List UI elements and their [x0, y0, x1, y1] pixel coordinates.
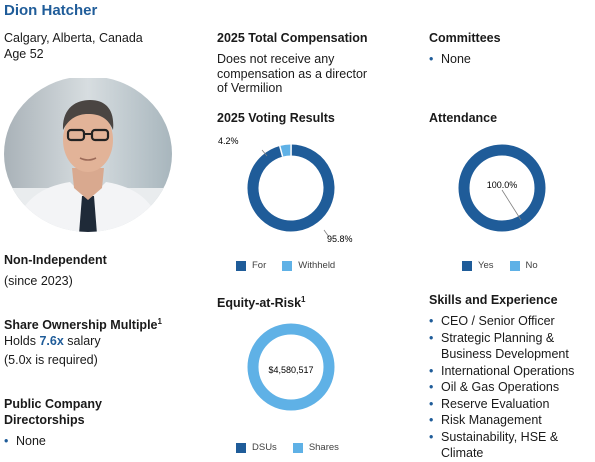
- legend-swatch-for: [236, 260, 246, 271]
- voting-donut: [247, 144, 335, 232]
- headshot-photo: [4, 78, 172, 234]
- list-item: Reserve Evaluation: [429, 396, 589, 413]
- voting-separator: [279, 145, 284, 157]
- voting-slice-withheld: [279, 144, 292, 157]
- equity-label-value: $4,580,517: [268, 365, 313, 375]
- legend-label-dsus: DSUs: [252, 442, 277, 453]
- voting-legend: For Withheld: [236, 260, 335, 271]
- legend-label-withheld: Withheld: [298, 260, 336, 271]
- directorships-heading-line2: Directorships: [4, 413, 85, 427]
- age: Age 52: [4, 47, 44, 61]
- independence-since: (since 2023): [4, 274, 73, 288]
- compensation-heading: 2025 Total Compensation: [217, 31, 368, 45]
- equity-title: Equity-at-Risk1: [217, 295, 306, 311]
- voting-label-withheld: 4.2%: [218, 136, 239, 146]
- legend-swatch-shares: [292, 442, 303, 453]
- portrait-icon: [4, 78, 172, 232]
- equity-chart: $4,580,517: [247, 323, 335, 411]
- voting-title: 2025 Voting Results: [217, 111, 335, 125]
- ownership-heading: Share Ownership Multiple1: [4, 317, 162, 333]
- ownership-required: (5.0x is required): [4, 353, 98, 367]
- voting-leader-withheld: [261, 149, 268, 157]
- list-item: Risk Management: [429, 412, 589, 429]
- legend-label-yes: Yes: [478, 260, 494, 271]
- list-item: Sustainability, HSE &Climate: [429, 429, 589, 462]
- legend-swatch-yes: [462, 260, 472, 271]
- list-item: Strategic Planning &Business Development: [429, 330, 589, 363]
- equity-donut: [247, 323, 335, 411]
- voting-slice-for: [247, 144, 335, 232]
- compensation-line: Does not receive any: [217, 52, 335, 66]
- voting-label-for: 95.8%: [327, 234, 353, 244]
- voting-separator: [290, 144, 292, 156]
- legend-swatch-dsus: [236, 442, 246, 453]
- skills-heading: Skills and Experience: [429, 293, 558, 307]
- attendance-leader: [501, 189, 522, 221]
- attendance-slice-yes: [458, 144, 546, 232]
- attendance-legend: Yes No: [462, 260, 538, 271]
- director-name: Dion Hatcher: [4, 2, 98, 19]
- committees-heading: Committees: [429, 31, 501, 45]
- ownership-multiple-value: 7.6x: [39, 334, 64, 348]
- attendance-donut: [458, 144, 546, 232]
- voting-leader-for: [323, 229, 330, 238]
- legend-label-shares: Shares: [308, 442, 339, 453]
- legend-label-no: No: [525, 260, 538, 271]
- equity-legend: DSUs Shares: [236, 442, 339, 453]
- compensation-line: of Vermilion: [217, 81, 283, 95]
- directorships-heading-line1: Public Company: [4, 397, 102, 411]
- list-item: International Operations: [429, 363, 589, 380]
- legend-label-for: For: [252, 260, 267, 271]
- skills-list: CEO / Senior Officer Strategic Planning …: [429, 313, 589, 462]
- independence-status: Non-Independent: [4, 253, 107, 267]
- attendance-chart: 100.0%: [458, 144, 546, 232]
- list-item: Oil & Gas Operations: [429, 379, 589, 396]
- equity-slice-shares: [247, 323, 335, 411]
- location: Calgary, Alberta, Canada: [4, 31, 143, 45]
- committees-list: None: [429, 51, 471, 68]
- directorships-list: None: [4, 433, 46, 450]
- attendance-label-yes: 100.0%: [487, 180, 518, 190]
- list-item: None: [429, 51, 471, 68]
- attendance-title: Attendance: [429, 111, 498, 125]
- legend-swatch-no: [509, 260, 520, 271]
- voting-chart: 95.8% 4.2%: [218, 136, 353, 244]
- list-item: CEO / Senior Officer: [429, 313, 589, 330]
- list-item: None: [4, 433, 46, 450]
- compensation-line: compensation as a director: [217, 67, 368, 81]
- ownership-holds: Holds 7.6x salary: [4, 334, 101, 348]
- legend-swatch-withheld: [282, 260, 293, 271]
